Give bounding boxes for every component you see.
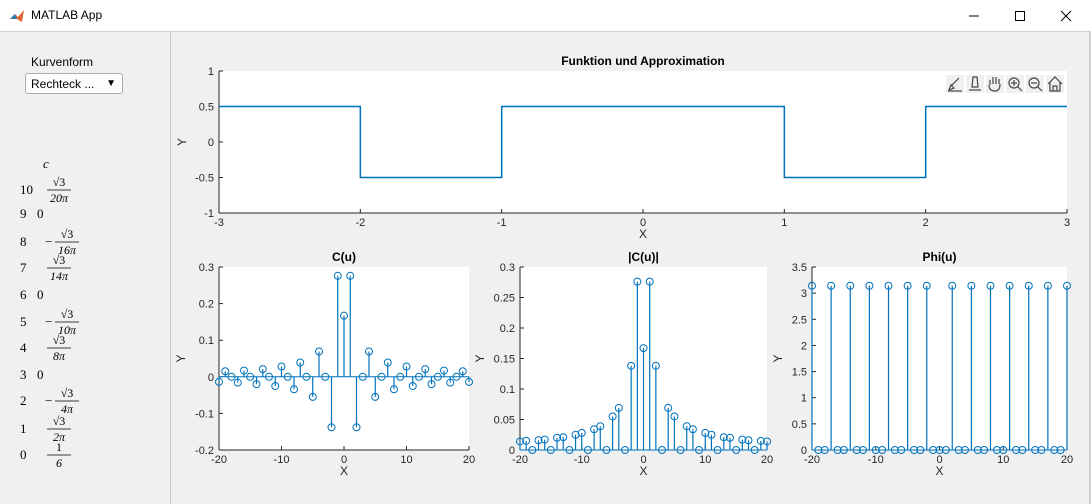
brush-tip <box>947 83 956 92</box>
hand-shape <box>988 77 1001 92</box>
maximize-button[interactable] <box>997 0 1043 31</box>
coef-numerator: √3 <box>53 414 66 428</box>
coef-row: 7 √3 14π <box>20 253 71 283</box>
toolbar-button-bg <box>986 75 1004 93</box>
coef-row: 4 √3 8π <box>20 333 71 363</box>
coef-row: 5 − √3 10π <box>20 307 79 337</box>
coef-numerator: √3 <box>61 307 74 321</box>
matlab-logo-icon <box>9 8 25 24</box>
coef-sign: − <box>45 393 52 408</box>
lens-handle <box>1017 86 1023 92</box>
brush-icon[interactable] <box>946 75 964 93</box>
lens <box>1008 77 1020 89</box>
coef-row: 2 − √3 4π <box>20 386 79 416</box>
coef-index: 3 <box>20 367 27 382</box>
lens <box>1028 77 1040 89</box>
pan-icon[interactable] <box>986 75 1004 93</box>
zoom-out-icon[interactable] <box>1026 75 1044 93</box>
coef-denominator: 4π <box>61 402 74 416</box>
coef-header: c <box>43 156 49 171</box>
coef-index: 7 <box>20 260 27 275</box>
lens-handle <box>1037 86 1043 92</box>
coef-denominator: 10π <box>58 323 77 337</box>
coef-denominator: 20π <box>50 191 69 205</box>
control-panel <box>0 32 171 504</box>
house-shape <box>1047 76 1063 92</box>
minimize-icon <box>969 15 979 16</box>
title-bar: MATLAB App <box>0 0 1091 32</box>
data-tip-icon[interactable] <box>966 75 984 93</box>
toolbar-button-bg <box>966 75 984 93</box>
tip-body <box>971 76 979 88</box>
brush-handle <box>950 77 960 87</box>
coef-denominator: 16π <box>58 243 77 257</box>
coef-row: 0 1 6 <box>20 440 71 470</box>
zoom-in-icon[interactable] <box>1006 75 1024 93</box>
coef-index: 1 <box>20 421 27 436</box>
coef-numerator: √3 <box>61 227 74 241</box>
coef-index: 8 <box>20 234 27 249</box>
coef-index: 4 <box>20 340 27 355</box>
coef-value: 0 <box>37 367 44 382</box>
kurvenform-label: Kurvenform <box>31 55 94 69</box>
coef-sign: − <box>45 234 52 249</box>
window-edge <box>1089 32 1091 504</box>
close-icon <box>1060 10 1072 21</box>
kurvenform-selected-value: Rechteck ... <box>31 77 95 91</box>
coef-numerator: 1 <box>56 440 62 454</box>
coef-row: 10 √3 20π <box>20 175 71 205</box>
window-title: MATLAB App <box>31 8 103 22</box>
minimize-button[interactable] <box>951 0 997 31</box>
coef-denominator: 14π <box>50 269 69 283</box>
coef-row: 1 √3 2π <box>20 414 71 444</box>
toolbar-button-bg <box>946 75 964 93</box>
coef-index: 10 <box>20 182 33 197</box>
coef-index: 6 <box>20 287 27 302</box>
coef-numerator: √3 <box>53 175 66 189</box>
coef-sign: − <box>45 314 52 329</box>
triangle-down-icon: ▼ <box>106 78 116 89</box>
coef-numerator: √3 <box>61 386 74 400</box>
coef-index: 0 <box>20 447 27 462</box>
coef-index: 2 <box>20 393 27 408</box>
coef-index: 9 <box>20 206 27 221</box>
plot-panel <box>171 32 1091 504</box>
coef-value: 0 <box>37 287 44 302</box>
coef-denominator: 6 <box>56 456 62 470</box>
home-icon[interactable] <box>1046 75 1064 93</box>
coef-index: 5 <box>20 314 27 329</box>
coef-row: 8 − √3 16π <box>20 227 79 257</box>
coef-denominator: 2π <box>53 430 66 444</box>
kurvenform-dropdown[interactable]: Rechteck ... ▼ <box>25 73 123 94</box>
coef-numerator: √3 <box>53 253 66 267</box>
close-button[interactable] <box>1043 0 1089 31</box>
coef-denominator: 8π <box>53 349 66 363</box>
coef-numerator: √3 <box>53 333 66 347</box>
axes-toolbar <box>946 75 1064 93</box>
maximize-icon <box>1015 10 1025 21</box>
coef-value: 0 <box>37 206 44 221</box>
